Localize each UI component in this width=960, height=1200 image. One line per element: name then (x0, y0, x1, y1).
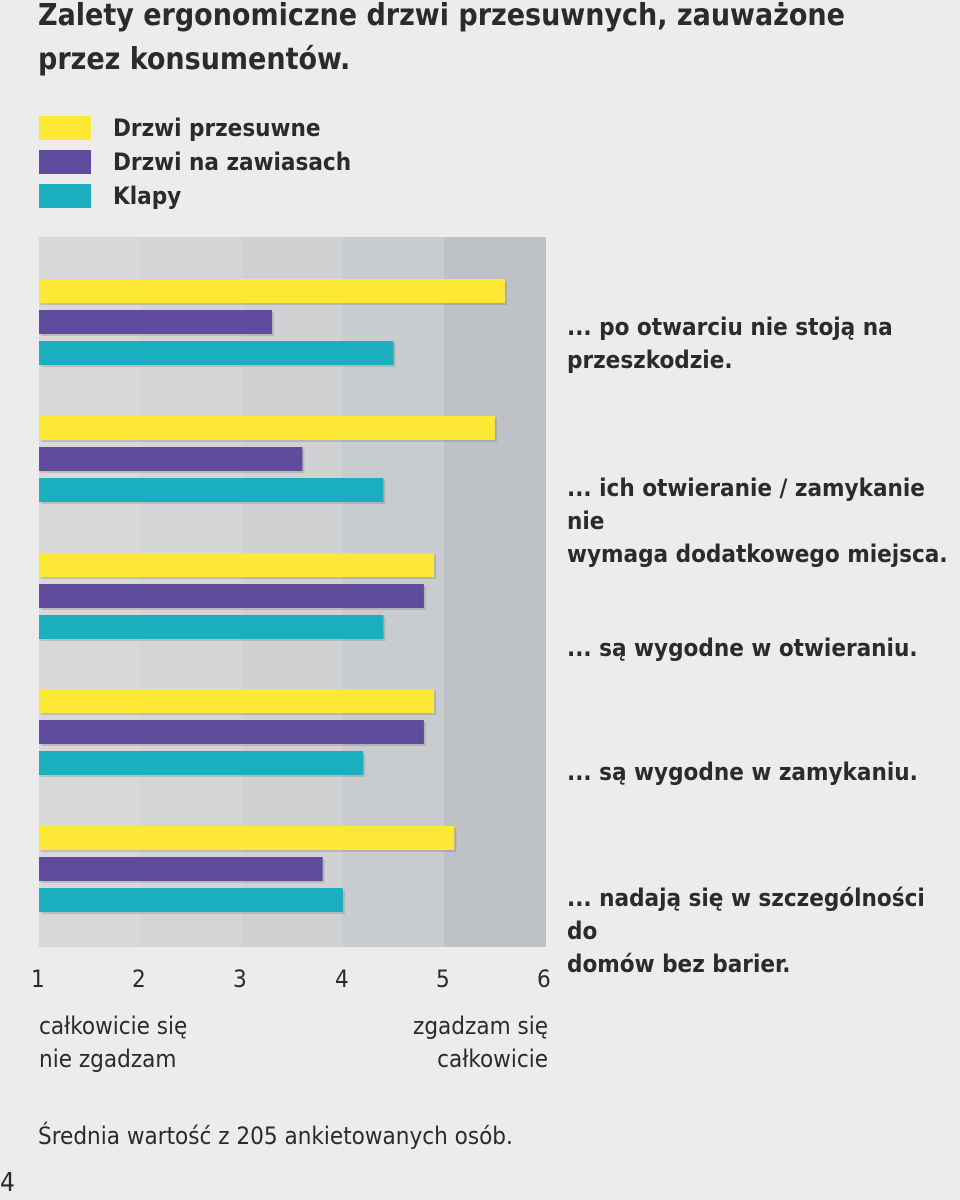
bar-series2-cat5 (39, 857, 323, 881)
category-label-1: ... po otwarciu nie stoją na przeszkodzi… (567, 313, 893, 374)
bar-series2-cat4 (39, 720, 424, 744)
bar-series3-cat1 (39, 341, 394, 365)
category-label-4: ... są wygodne w zamykaniu. (567, 758, 918, 786)
bar-series1-cat1 (39, 279, 505, 303)
legend-label-flaps: Klapy (113, 182, 182, 210)
bar-series1-cat5 (39, 826, 455, 850)
chart-title: Zalety ergonomiczne drzwi przesuwnych, z… (38, 0, 845, 77)
legend-label-hinged: Drzwi na zawiasach (113, 148, 352, 176)
x-tick-label-5: 5 (436, 965, 450, 993)
x-tick-label-6: 6 (537, 965, 551, 993)
axis-note-low: całkowicie się nie zgadzam (39, 1012, 188, 1073)
footnote: Średnia wartość z 205 ankietowanych osób… (38, 1122, 513, 1150)
legend-swatch-flaps (39, 184, 91, 208)
legend-label-sliding: Drzwi przesuwne (113, 114, 321, 142)
bar-series3-cat4 (39, 751, 364, 775)
bar-series3-cat3 (39, 615, 384, 639)
legend-swatch-sliding (39, 116, 91, 140)
x-tick-label-3: 3 (233, 965, 247, 993)
bar-series2-cat1 (39, 310, 272, 334)
x-tick-label-2: 2 (132, 965, 146, 993)
x-tick-label-4: 4 (335, 965, 349, 993)
category-label-5: ... nadają się w szczególności do domów … (567, 884, 925, 978)
category-label-2: ... ich otwieranie / zamykanie nie wymag… (567, 474, 948, 568)
category-label-3: ... są wygodne w otwieraniu. (567, 634, 918, 662)
bar-series1-cat3 (39, 553, 435, 577)
axis-note-high: zgadzam się całkowicie (413, 1012, 548, 1073)
page-number: 4 (0, 1168, 15, 1198)
bar-series3-cat2 (39, 478, 384, 502)
legend-swatch-hinged (39, 150, 91, 174)
plot-band-5 (444, 237, 546, 947)
bar-series3-cat5 (39, 888, 343, 912)
x-tick-label-1: 1 (31, 965, 45, 993)
bar-series1-cat4 (39, 689, 435, 713)
bar-series2-cat2 (39, 447, 303, 471)
bar-series2-cat3 (39, 584, 424, 608)
bar-series1-cat2 (39, 416, 495, 440)
